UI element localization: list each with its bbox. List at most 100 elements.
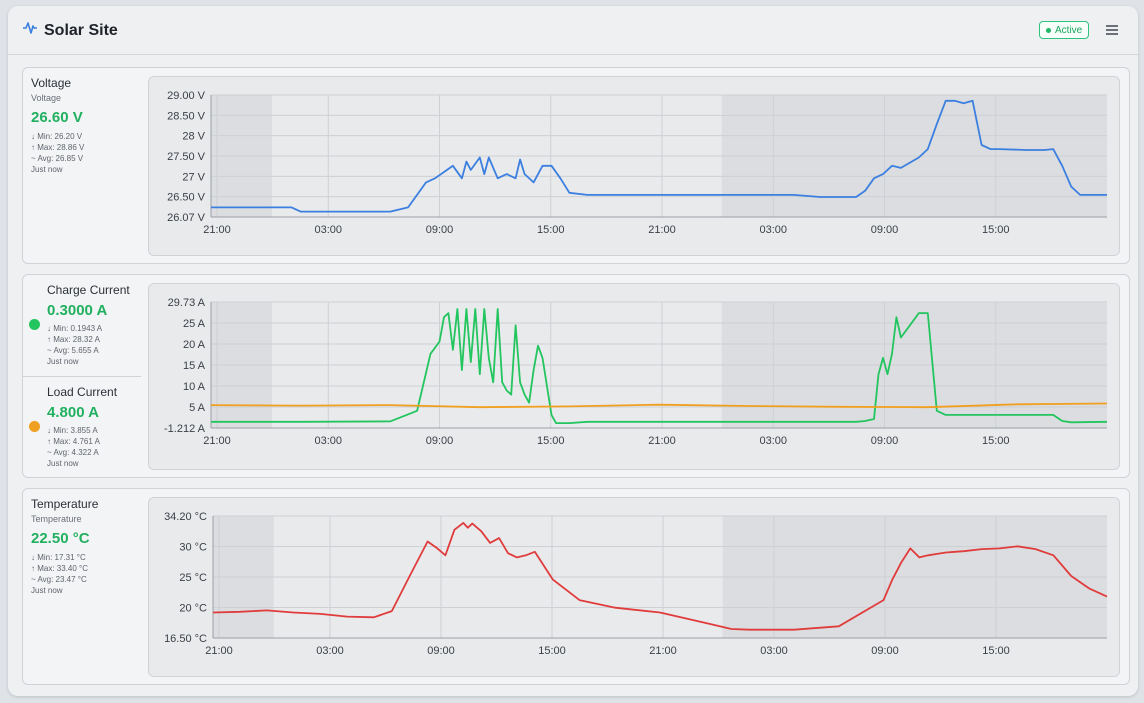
metric-subtitle: Temperature: [31, 514, 82, 524]
series-line-0: [211, 308, 1108, 424]
x-tick-label: 09:00: [426, 224, 454, 236]
y-tick-label: 20 A: [183, 339, 206, 351]
activity-icon: [22, 21, 38, 40]
solar-site-card: Solar Site Active Voltage Voltage 26.60 …: [8, 6, 1138, 696]
x-tick-label: 03:00: [759, 435, 787, 447]
page-title: Solar Site: [44, 21, 118, 39]
y-tick-label: 34.20 °C: [164, 511, 207, 523]
x-tick-label: 15:00: [982, 435, 1010, 447]
voltage-row: Voltage Voltage 26.60 V ↓ Min: 26.20 V ↑…: [22, 67, 1130, 264]
title-wrap: Solar Site: [22, 21, 118, 40]
stat-updated: Just now: [31, 165, 63, 174]
stat-updated: Just now: [47, 459, 79, 468]
current-row: Charge Current 0.3000 A ↓ Min: 0.1943 A …: [22, 274, 1130, 478]
chart-svg: 34.20 °C30 °C25 °C20 °C16.50 °C21:00 03:0…: [164, 511, 1108, 657]
series-line-0: [212, 522, 1108, 631]
stat-min: ↓ Min: 3.855 A: [47, 426, 98, 435]
metric-value: 26.60 V: [31, 109, 83, 126]
x-tick-label: 03:00: [759, 224, 787, 236]
stat-max: ↑ Max: 33.40 °C: [31, 564, 88, 573]
y-tick-label: 5 A: [189, 402, 206, 414]
stat-min: ↓ Min: 0.1943 A: [47, 324, 103, 333]
x-tick-label: 03:00: [314, 224, 342, 236]
metric-name: Temperature: [31, 497, 99, 511]
status-dot-icon: [1046, 27, 1051, 33]
x-tick-label: 09:00: [871, 224, 899, 236]
y-tick-label: 25 A: [183, 318, 206, 330]
y-tick-label: 27.50 V: [167, 151, 206, 163]
x-tick-label: 09:00: [871, 435, 899, 447]
y-tick-label: 29.00 V: [167, 90, 206, 102]
stat-min: ↓ Min: 17.31 °C: [31, 553, 86, 562]
series-line-0: [211, 99, 1107, 213]
x-tick-label: 21:00: [203, 435, 231, 447]
y-tick-label: 10 A: [183, 381, 206, 393]
stat-updated: Just now: [31, 586, 63, 595]
menu-icon[interactable]: [1106, 25, 1118, 35]
x-tick-label: 15:00: [982, 645, 1010, 657]
y-tick-label: 15 A: [183, 360, 206, 372]
x-tick-label: 21:00: [648, 435, 676, 447]
voltage-chart[interactable]: 29.00 V 28.50 V 28 V 27.50 V 27 V 26.50 V 26.0…: [148, 76, 1120, 256]
stat-max: ↑ Max: 28.86 V: [31, 143, 85, 152]
temperature-metric: Temperature Temperature 22.50 °C ↓ Min: …: [31, 497, 141, 596]
stat-avg: ~ Avg: 23.47 °C: [31, 575, 87, 584]
x-tick-label: 21:00: [648, 224, 676, 236]
x-tick-label: 03:00: [314, 435, 342, 447]
metric-name: Voltage: [31, 76, 72, 90]
x-tick-label: 03:00: [316, 645, 344, 657]
load-legend-dot: [29, 421, 40, 432]
x-tick-label: 15:00: [537, 435, 565, 447]
stat-avg: ~ Avg: 4.322 A: [47, 448, 99, 457]
y-tick-label: -1.212 A: [164, 423, 206, 435]
x-tick-label: 21:00: [649, 645, 677, 657]
y-tick-label: 16.50 °C: [164, 633, 207, 645]
x-tick-label: 09:00: [426, 435, 454, 447]
x-tick-label: 15:00: [982, 224, 1010, 236]
x-tick-label: 03:00: [760, 645, 788, 657]
y-tick-label: 28 V: [182, 131, 205, 143]
y-tick-label: 26.50 V: [167, 192, 206, 204]
status-label: Active: [1055, 24, 1083, 36]
charge-legend-dot: [29, 319, 40, 330]
metric-value: 22.50 °C: [31, 530, 90, 547]
card-header: Solar Site Active: [8, 6, 1138, 55]
temperature-row: Temperature Temperature 22.50 °C ↓ Min: …: [22, 488, 1130, 685]
stat-updated: Just now: [47, 357, 79, 366]
y-tick-label: 28.50 V: [167, 110, 206, 122]
stat-max: ↑ Max: 28.32 A: [47, 335, 100, 344]
stat-avg: ~ Avg: 5.655 A: [47, 346, 99, 355]
metric-stats: ↓ Min: 0.1943 A ↑ Max: 28.32 A ~ Avg: 5.…: [47, 323, 147, 367]
chart-svg: 29.73 A25 A20 A15 A10 A5 A-1.212 A21:00 0…: [164, 297, 1108, 447]
y-tick-label: 25 °C: [179, 572, 207, 584]
metric-subtitle: Voltage: [31, 93, 62, 103]
temperature-chart[interactable]: 34.20 °C 30 °C 25 °C 20 °C 16.50 °C 21:00 03:0…: [148, 497, 1120, 677]
y-tick-label: 27 V: [182, 171, 205, 183]
stat-min: ↓ Min: 26.20 V: [31, 132, 83, 141]
stat-max: ↑ Max: 4.761 A: [47, 437, 100, 446]
chart-svg: 29.00 V 28.50 V 28 V 27.50 V 27 V 26.50 V 26.0…: [167, 90, 1107, 236]
x-tick-label: 09:00: [871, 645, 899, 657]
metric-value: 0.3000 A: [47, 302, 108, 319]
metric-stats: ↓ Min: 26.20 V ↑ Max: 28.86 V ~ Avg: 26.…: [31, 131, 141, 175]
x-tick-label: 21:00: [205, 645, 233, 657]
y-tick-label: 30 °C: [179, 542, 207, 554]
y-tick-label: 29.73 A: [168, 297, 206, 309]
metric-name: Load Current: [47, 385, 118, 399]
charge-metric: Charge Current 0.3000 A ↓ Min: 0.1943 A …: [47, 283, 147, 367]
x-tick-label: 15:00: [538, 645, 566, 657]
metric-stats: ↓ Min: 3.855 A ↑ Max: 4.761 A ~ Avg: 4.3…: [47, 425, 147, 469]
metric-name: Charge Current: [47, 283, 130, 297]
series-line-1: [210, 402, 1108, 409]
y-tick-label: 26.07 V: [167, 212, 206, 224]
metric-value: 4.800 A: [47, 404, 99, 421]
y-tick-label: 20 °C: [179, 603, 207, 615]
x-tick-label: 15:00: [537, 224, 565, 236]
metric-stats: ↓ Min: 17.31 °C ↑ Max: 33.40 °C ~ Avg: 2…: [31, 552, 141, 596]
voltage-metric: Voltage Voltage 26.60 V ↓ Min: 26.20 V ↑…: [31, 76, 141, 175]
x-tick-label: 21:00: [203, 224, 231, 236]
x-tick-label: 09:00: [427, 645, 455, 657]
metric-divider: [23, 376, 141, 377]
load-metric: Load Current 4.800 A ↓ Min: 3.855 A ↑ Ma…: [47, 385, 147, 469]
